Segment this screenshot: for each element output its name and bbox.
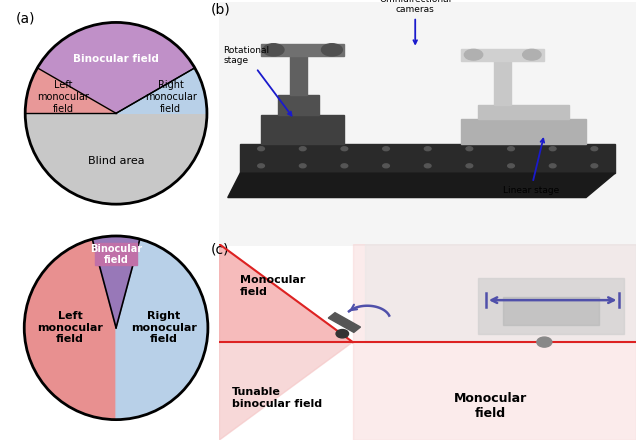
- Circle shape: [424, 147, 431, 150]
- Polygon shape: [240, 144, 615, 173]
- Polygon shape: [219, 342, 353, 440]
- Wedge shape: [25, 68, 116, 113]
- Circle shape: [464, 49, 483, 60]
- Circle shape: [466, 164, 473, 168]
- Text: (b): (b): [211, 2, 231, 16]
- Bar: [461, 119, 586, 144]
- Circle shape: [537, 337, 552, 347]
- Circle shape: [341, 164, 348, 168]
- Circle shape: [523, 49, 541, 60]
- Circle shape: [591, 164, 598, 168]
- Wedge shape: [116, 239, 208, 420]
- Bar: [278, 95, 319, 114]
- Circle shape: [466, 147, 473, 150]
- Circle shape: [341, 147, 348, 150]
- Polygon shape: [353, 244, 636, 440]
- Bar: [261, 114, 345, 144]
- Text: Tunable
binocular field: Tunable binocular field: [232, 387, 322, 409]
- Circle shape: [258, 147, 265, 150]
- Text: Left
monocular
field: Left monocular field: [38, 81, 89, 114]
- Polygon shape: [219, 244, 353, 342]
- Circle shape: [550, 147, 556, 150]
- Circle shape: [25, 22, 207, 204]
- Text: Binocular
field: Binocular field: [90, 243, 142, 265]
- Circle shape: [383, 147, 389, 150]
- Circle shape: [424, 164, 431, 168]
- Bar: [502, 297, 598, 325]
- Bar: [478, 105, 569, 119]
- Bar: [290, 51, 307, 95]
- Bar: [95, 243, 137, 265]
- Text: Linear stage: Linear stage: [502, 139, 559, 194]
- Wedge shape: [116, 68, 207, 113]
- Text: Monocular
field: Monocular field: [453, 392, 527, 421]
- Polygon shape: [228, 173, 615, 198]
- Bar: [478, 278, 623, 334]
- Circle shape: [550, 164, 556, 168]
- Text: Right
monocular
field: Right monocular field: [131, 311, 197, 345]
- Circle shape: [336, 330, 349, 338]
- Text: Right
monocular
field: Right monocular field: [144, 81, 197, 114]
- Bar: [461, 48, 544, 61]
- Circle shape: [383, 164, 389, 168]
- Polygon shape: [328, 313, 361, 332]
- Circle shape: [300, 147, 306, 150]
- Text: Monocular
field: Monocular field: [240, 275, 306, 297]
- Circle shape: [258, 164, 265, 168]
- Text: Blind area: Blind area: [88, 156, 144, 165]
- Circle shape: [508, 147, 515, 150]
- Text: Omnidirectional
cameras: Omnidirectional cameras: [379, 0, 452, 44]
- Text: Binocular field: Binocular field: [73, 54, 159, 64]
- Wedge shape: [24, 239, 116, 420]
- Wedge shape: [92, 236, 140, 328]
- Circle shape: [300, 164, 306, 168]
- Circle shape: [263, 44, 284, 56]
- Text: (c): (c): [211, 242, 230, 256]
- Bar: [494, 56, 511, 105]
- Text: Left
monocular
field: Left monocular field: [38, 311, 103, 345]
- Text: Rotational
stage: Rotational stage: [224, 46, 291, 116]
- Circle shape: [508, 164, 515, 168]
- Circle shape: [591, 147, 598, 150]
- Bar: [365, 244, 636, 342]
- Wedge shape: [38, 22, 195, 113]
- Bar: [261, 44, 345, 56]
- Text: (a): (a): [16, 11, 36, 26]
- Circle shape: [321, 44, 342, 56]
